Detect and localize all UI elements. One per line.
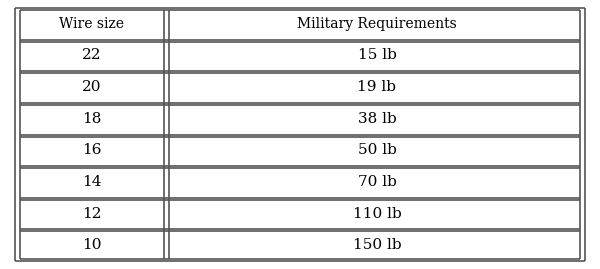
Text: 18: 18 [82,112,101,126]
Bar [15,134,585,166]
Text: 70 lb: 70 lb [358,175,397,189]
Bar [15,198,585,229]
Bar [15,229,585,261]
Text: 19 lb: 19 lb [358,80,397,94]
Text: 16: 16 [82,143,102,157]
Bar [15,103,585,134]
Bar [15,8,585,40]
Text: 110 lb: 110 lb [353,207,401,221]
Text: 14: 14 [82,175,102,189]
Text: 20: 20 [82,80,102,94]
Text: 150 lb: 150 lb [353,238,401,252]
Text: 22: 22 [82,48,102,62]
Text: 15 lb: 15 lb [358,48,397,62]
Bar [15,71,585,103]
Bar [15,40,585,71]
Text: Military Requirements: Military Requirements [297,17,457,31]
Text: 38 lb: 38 lb [358,112,397,126]
Text: 10: 10 [82,238,102,252]
Text: Wire size: Wire size [59,17,124,31]
Text: 12: 12 [82,207,102,221]
Bar [15,166,585,198]
Text: 50 lb: 50 lb [358,143,397,157]
